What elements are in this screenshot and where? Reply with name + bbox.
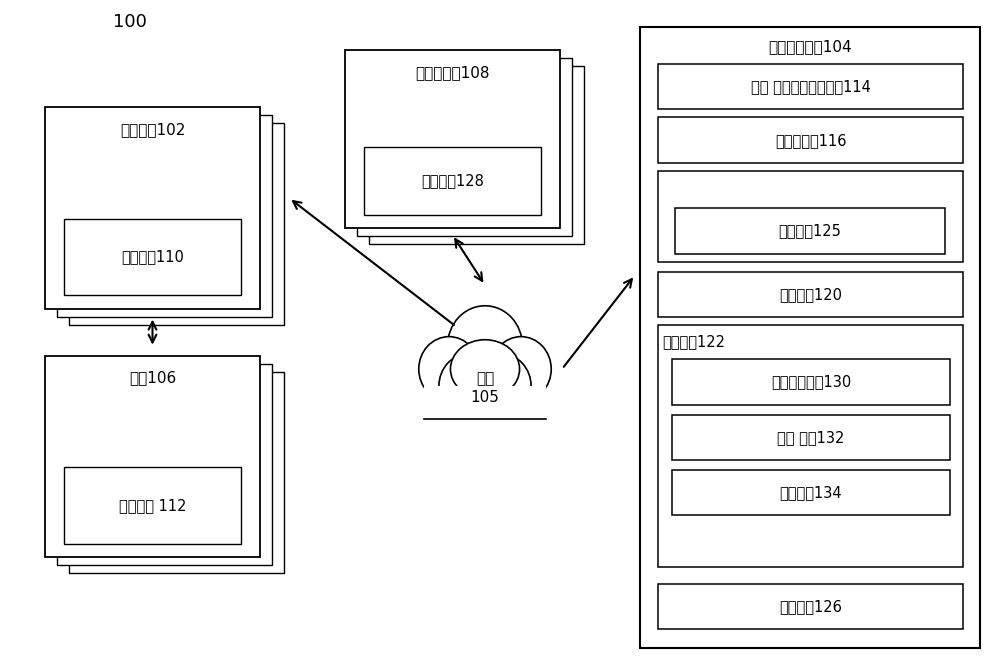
Text: 网络 客户端应用服务器114: 网络 客户端应用服务器114 [751,79,870,94]
FancyBboxPatch shape [672,415,950,460]
FancyBboxPatch shape [57,364,272,565]
FancyBboxPatch shape [69,123,284,325]
Text: 预测模块120: 预测模块120 [779,287,842,302]
FancyBboxPatch shape [658,64,963,109]
Text: 行为主体 112: 行为主体 112 [119,498,186,513]
FancyBboxPatch shape [675,208,945,254]
FancyBboxPatch shape [357,58,572,236]
Text: 比赛文件125: 比赛文件125 [779,223,841,238]
FancyBboxPatch shape [658,584,963,629]
Text: 100: 100 [113,13,147,32]
Text: 杠杆作用模型130: 杠杆作用模型130 [771,374,851,389]
Ellipse shape [448,306,522,386]
Text: 网络
105: 网络 105 [471,372,499,405]
Text: 数据存储库118: 数据存储库118 [775,209,846,224]
Ellipse shape [471,354,531,419]
Text: 比赛文件110: 比赛文件110 [121,250,184,264]
FancyBboxPatch shape [640,27,980,648]
Text: 客户端设备108: 客户端设备108 [415,65,490,80]
FancyBboxPatch shape [345,50,560,228]
FancyBboxPatch shape [658,117,963,163]
Text: 组织计算系统104: 组织计算系统104 [768,39,852,54]
FancyBboxPatch shape [57,115,272,317]
Ellipse shape [439,354,499,419]
FancyBboxPatch shape [658,272,963,317]
FancyBboxPatch shape [64,219,241,295]
FancyBboxPatch shape [45,356,260,557]
FancyBboxPatch shape [672,470,950,515]
Text: 输出模块126: 输出模块126 [779,599,842,614]
FancyBboxPatch shape [364,147,541,215]
FancyBboxPatch shape [658,171,963,262]
Ellipse shape [419,337,479,401]
FancyBboxPatch shape [658,325,963,567]
Text: 场所106: 场所106 [129,370,176,385]
Text: 关键模型134: 关键模型134 [780,485,842,500]
Text: 跟踪系统102: 跟踪系统102 [120,122,185,137]
Text: 分析模块122: 分析模块122 [662,334,725,349]
FancyBboxPatch shape [45,107,260,309]
FancyBboxPatch shape [672,359,950,405]
Ellipse shape [491,337,551,401]
Ellipse shape [450,340,520,399]
FancyBboxPatch shape [64,467,241,544]
Text: 势头 模型132: 势头 模型132 [777,430,845,445]
Text: 应用程序128: 应用程序128 [421,173,484,189]
FancyBboxPatch shape [424,386,546,421]
FancyBboxPatch shape [69,372,284,573]
Text: 预处理代理116: 预处理代理116 [775,133,846,148]
FancyBboxPatch shape [369,66,584,244]
